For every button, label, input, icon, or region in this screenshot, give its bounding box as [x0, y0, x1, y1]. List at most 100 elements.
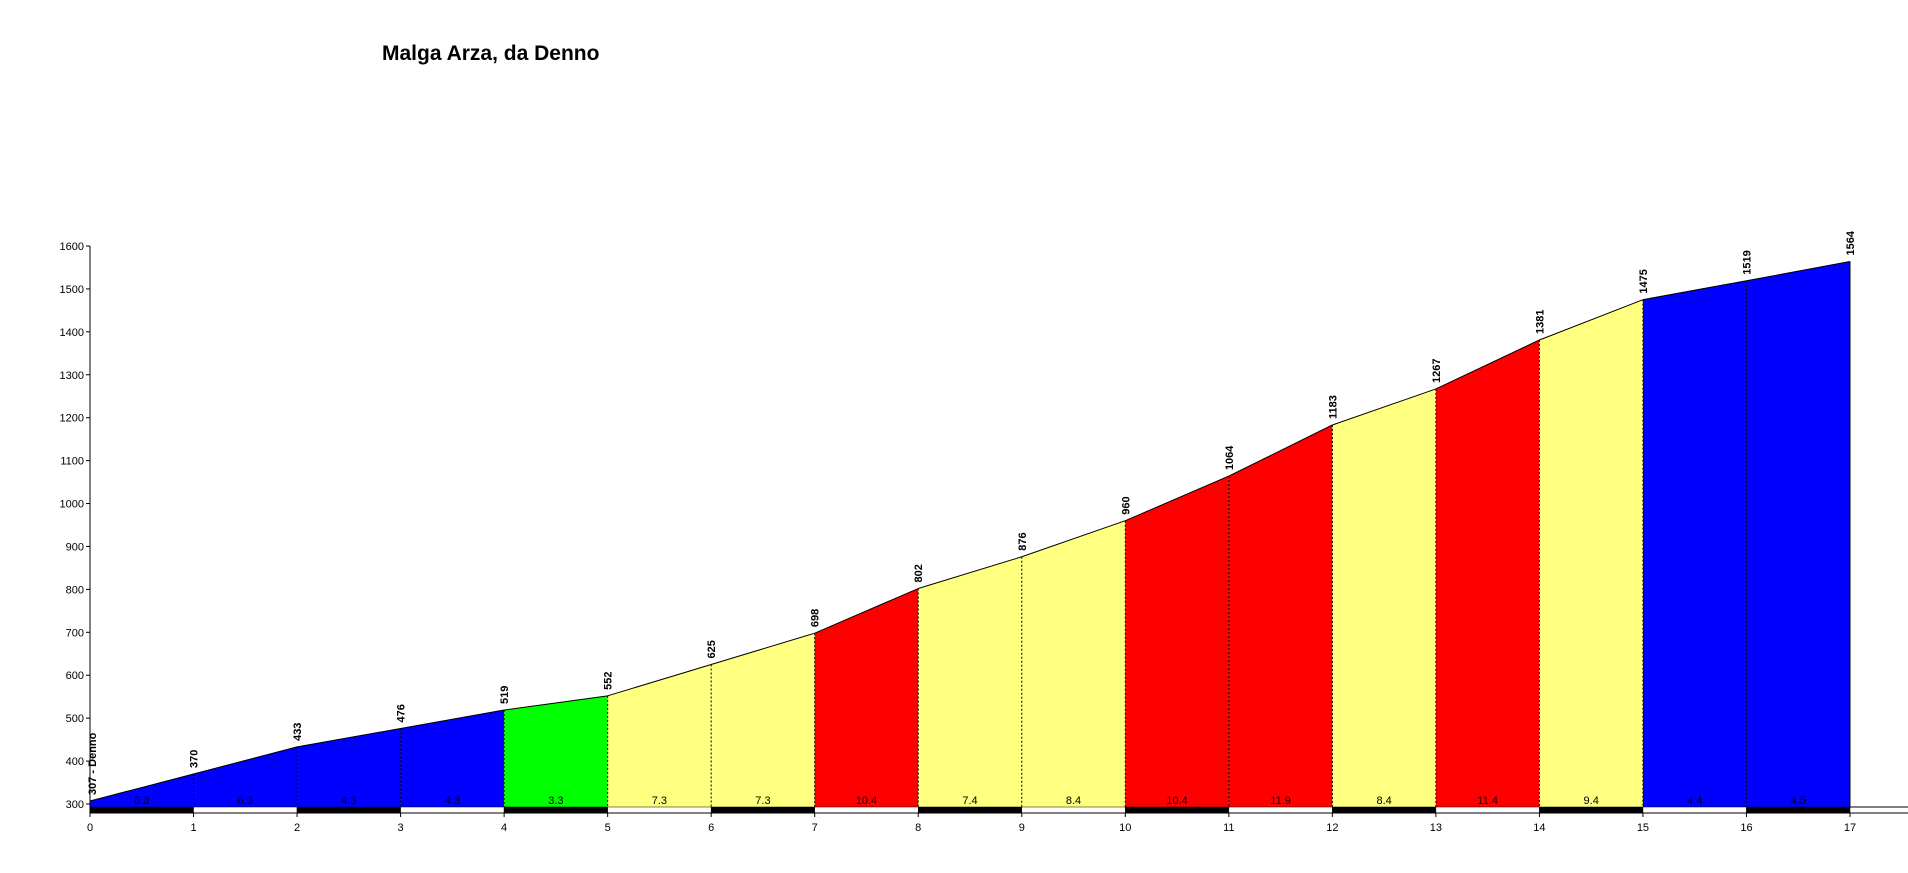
gradient-segments: [89, 260, 1851, 814]
segment-area: [297, 728, 401, 807]
profile-line: [400, 709, 505, 729]
x-tick-label: 4: [501, 822, 507, 834]
gradient-label: 9.4: [1584, 795, 1599, 807]
gradient-label: 4.3: [445, 795, 460, 807]
km-band: [1125, 806, 1230, 814]
km-band: [503, 806, 608, 814]
km-dividers: [193, 261, 1851, 807]
km-band: [1228, 806, 1333, 814]
x-tick-label: 10: [1119, 822, 1131, 834]
x-tick-label: 7: [812, 822, 818, 834]
chart-title: Malga Arza, da Denno: [382, 42, 600, 65]
gradient-label: 7.3: [652, 795, 667, 807]
km-band: [1021, 806, 1126, 814]
elevation-label: 698: [810, 609, 822, 627]
y-tick-label: 1300: [60, 370, 84, 382]
elevation-label: 476: [396, 704, 408, 722]
elevation-label: 519: [499, 686, 511, 704]
elevation-label: 552: [603, 671, 615, 689]
elevation-label: 370: [189, 750, 201, 768]
gradient-label: 8.4: [1376, 795, 1391, 807]
segment-area: [1228, 424, 1333, 807]
km-band: [1332, 806, 1437, 814]
gradient-label: 6.3: [134, 795, 149, 807]
y-tick-label: 800: [66, 584, 84, 596]
km-band: [1539, 806, 1644, 814]
gradient-label: 4.4: [1687, 795, 1702, 807]
km-band: [607, 806, 712, 814]
segment-area: [607, 664, 712, 807]
x-tick-label: 12: [1326, 822, 1338, 834]
km-band: [193, 806, 298, 814]
gradient-label: 7.4: [962, 795, 977, 807]
gradient-label: 3.3: [548, 795, 563, 807]
y-tick-label: 900: [66, 541, 84, 553]
profile-line: [193, 746, 298, 775]
x-tick-label: 14: [1533, 822, 1545, 834]
y-tick-label: 1500: [60, 284, 84, 296]
km-band: [1746, 806, 1851, 814]
km-band: [917, 806, 1023, 814]
start-label: 307 - Denno: [87, 732, 99, 795]
segment-area: [1332, 388, 1436, 807]
km-band: [296, 806, 401, 814]
elevation-label: 1267: [1431, 358, 1443, 382]
elevation-label: 1183: [1327, 395, 1339, 419]
gradient-label: 11.9: [1270, 795, 1291, 807]
profile-line: [1228, 424, 1333, 477]
y-tick-label: 1100: [60, 456, 84, 468]
gradient-label: 11.4: [1477, 795, 1498, 807]
elevation-label: 960: [1120, 496, 1132, 514]
y-tick-label: 300: [66, 799, 84, 811]
km-band: [814, 806, 919, 814]
km-band: [1642, 806, 1747, 814]
profile-line: [1539, 299, 1644, 341]
x-tick-label: 16: [1740, 822, 1752, 834]
gradient-label: 8.4: [1066, 795, 1081, 807]
km-band: [400, 806, 505, 814]
y-tick-label: 400: [66, 756, 84, 768]
km-band: [1435, 806, 1540, 814]
x-tick-label: 5: [605, 822, 611, 834]
gradient-label: 10.4: [856, 795, 877, 807]
y-tick-label: 600: [66, 670, 84, 682]
segment-area: [814, 588, 919, 807]
elevation-label: 802: [913, 564, 925, 582]
elevation-label: 1564: [1845, 230, 1857, 255]
y-tick-label: 1000: [60, 499, 84, 511]
elevation-label: 1381: [1534, 310, 1546, 334]
segment-area: [711, 633, 815, 807]
x-tick-label: 8: [915, 822, 921, 834]
gradient-label: 4.5: [1791, 795, 1806, 807]
x-tick-label: 6: [708, 822, 714, 834]
segment-area: [1021, 520, 1126, 807]
y-tick-label: 700: [66, 627, 84, 639]
elevation-label: 876: [1017, 532, 1029, 550]
gradient-label: 4.3: [341, 795, 356, 807]
profile-line: [918, 556, 1022, 590]
km-band: [710, 806, 815, 814]
km-band: [89, 806, 194, 814]
segment-area: [400, 709, 505, 807]
profile-line: [814, 588, 919, 634]
profile-line: [1746, 260, 1851, 282]
elevation-label: 433: [292, 723, 304, 741]
labels: 6.3 6.3 4.3 4.3 3.3 7.3 7.3 10.4 7.4 8.4 10.4 11.9 8…: [87, 230, 1857, 807]
segment-area: [1125, 476, 1229, 807]
y-tick-label: 1200: [60, 413, 84, 425]
profile-line: [607, 664, 712, 697]
segment-area: [1746, 261, 1850, 808]
profile-line: [1642, 280, 1747, 301]
gradient-label: 10.4: [1166, 795, 1187, 807]
segment-area: [504, 695, 608, 807]
y-tick-label: 500: [66, 713, 84, 725]
profile-line: [711, 632, 815, 665]
profile-line: [89, 773, 194, 802]
segment-area: [193, 746, 298, 807]
segment-area: [1539, 299, 1643, 807]
segment-area: [90, 773, 194, 807]
x-tick-label: 9: [1019, 822, 1025, 834]
profile-line: [296, 727, 401, 748]
gradient-label: 7.3: [755, 795, 770, 807]
